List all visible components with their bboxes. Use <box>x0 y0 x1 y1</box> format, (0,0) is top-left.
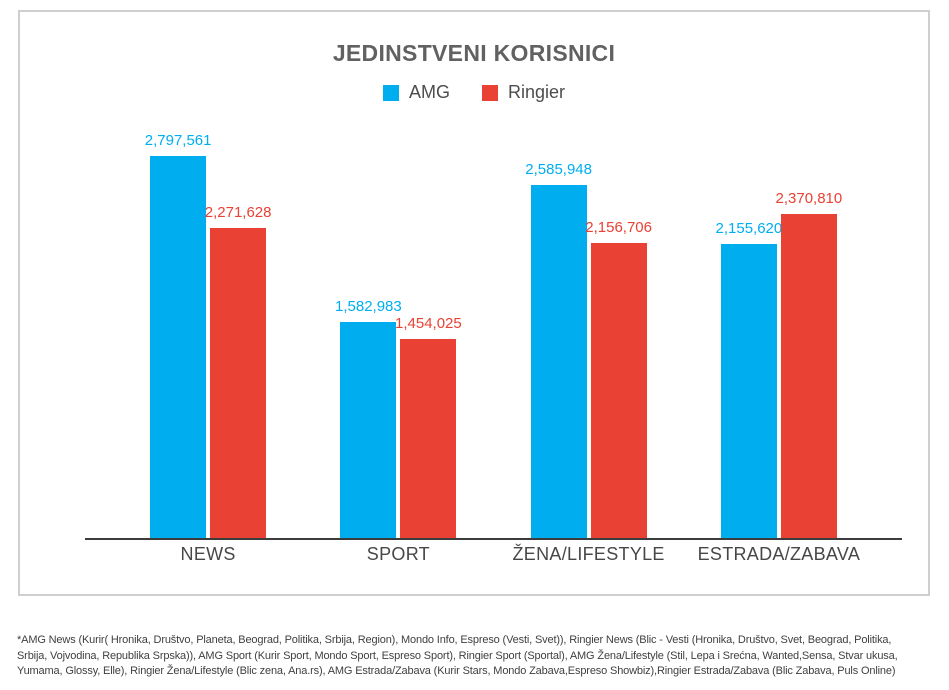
x-axis-label-estrada-zabava: ESTRADA/ZABAVA <box>697 544 861 564</box>
bar-amg-sport[interactable]: 1,582,983 <box>335 298 402 538</box>
value-label-ringier-news: 2,271,628 <box>204 204 272 221</box>
chart-title: JEDINSTVENI KORISNICI <box>332 40 616 66</box>
footnote-line-2: Srbija, Vojvodina, Republika Srpska)), A… <box>17 649 898 662</box>
bar-ringier-sport[interactable]: 1,454,025 <box>395 315 462 538</box>
bar-ringier-ena-lifestyle[interactable]: 2,156,706 <box>585 219 652 538</box>
legend: AMG Ringier <box>20 82 928 103</box>
bar-group-sport: 1,582,983 1,454,025 <box>303 298 493 538</box>
bar-amg-estrada-zabava[interactable]: 2,155,620 <box>716 220 782 538</box>
bar-amg-news[interactable]: 2,797,561 <box>145 132 211 538</box>
value-label-amg-ena-lifestyle: 2,585,948 <box>525 161 592 178</box>
value-label-ringier-sport: 1,454,025 <box>395 315 462 332</box>
legend-item-amg[interactable]: AMG <box>382 82 450 103</box>
bar-group-ena-lifestyle: 2,585,948 2,156,706 <box>494 161 684 538</box>
bar-groups: 2,797,561 2,271,628 1,582,983 1,454,025 2,58… <box>85 132 902 538</box>
value-label-amg-sport: 1,582,983 <box>335 298 402 315</box>
x-axis-label-sport: SPORT <box>366 544 430 564</box>
x-axis-labels: NEWS SPORT ŽENA/LIFESTYLE ESTRADA/ZABAVA <box>85 544 902 565</box>
value-label-ringier-estrada-zabava: 2,370,810 <box>775 190 843 207</box>
value-label-amg-news: 2,797,561 <box>144 132 212 149</box>
bar-amg-ena-lifestyle[interactable]: 2,585,948 <box>525 161 592 538</box>
legend-item-ringier[interactable]: Ringier <box>481 82 566 103</box>
legend-label: AMG <box>408 82 450 102</box>
bar-group-estrada-zabava: 2,155,620 2,370,810 <box>684 190 874 538</box>
value-label-amg-estrada-zabava: 2,155,620 <box>715 220 783 237</box>
footnote-line-3: Yumama, Glossy, Elle), Ringier Žena/Life… <box>17 665 896 677</box>
bar-ringier-estrada-zabava[interactable]: 2,370,810 <box>776 190 842 538</box>
x-axis-label-news: NEWS <box>180 544 236 564</box>
legend-swatch-icon <box>481 84 498 101</box>
legend-swatch-icon <box>382 84 399 101</box>
bar-group-news: 2,797,561 2,271,628 <box>113 132 303 538</box>
value-label-ringier-ena-lifestyle: 2,156,706 <box>585 219 652 236</box>
bar-ringier-news[interactable]: 2,271,628 <box>205 204 271 538</box>
footnote: *AMG News (Kurir( Hronika, Društvo, Plan… <box>17 633 937 680</box>
chart-container: JEDINSTVENI KORISNICI AMG Ringier 2,797,5… <box>18 10 930 596</box>
legend-label: Ringier <box>507 82 566 102</box>
x-axis-label-ena-lifestyle: ŽENA/LIFESTYLE <box>512 544 665 564</box>
plot-area: 2,797,561 2,271,628 1,582,983 1,454,025 2,58… <box>85 132 902 540</box>
footnote-line-1: *AMG News (Kurir( Hronika, Društvo, Plan… <box>17 634 892 646</box>
